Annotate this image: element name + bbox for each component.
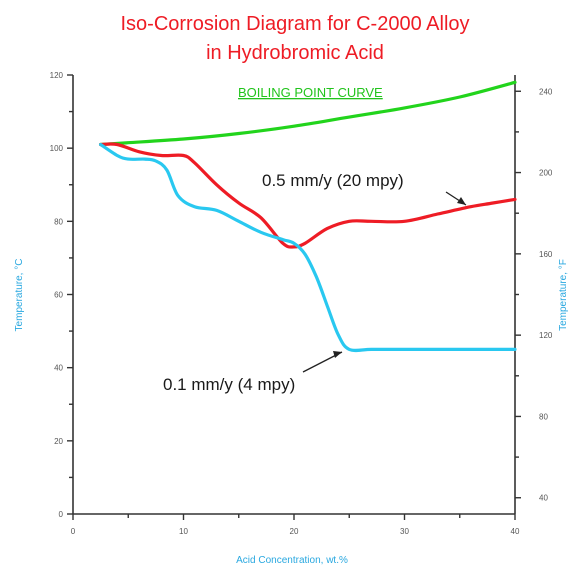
corrosion-curve-0-5mm — [99, 142, 517, 249]
y-right-tick-label: 40 — [539, 494, 548, 503]
y-axis-right-title: Temperature, °F — [558, 259, 569, 331]
series-label-0-1: 0.1 mm/y (4 mpy) — [163, 375, 295, 394]
y-left-tick-label: 80 — [54, 217, 63, 226]
chart-title-line-1: Iso-Corrosion Diagram for C-2000 Alloy — [120, 13, 469, 35]
x-tick-label: 0 — [71, 527, 76, 536]
x-tick-label: 10 — [179, 527, 188, 536]
chart-title-line-2: in Hydrobromic Acid — [206, 42, 384, 64]
y-right-tick-label: 200 — [539, 169, 553, 178]
y-axis-left-title: Temperature, °C — [14, 259, 25, 332]
x-tick-label: 40 — [511, 527, 520, 536]
y-right-tick-label: 160 — [539, 250, 553, 259]
boiling-point-curve — [99, 80, 517, 147]
x-axis-title: Acid Concentration, wt.% — [236, 555, 348, 566]
x-tick-label: 30 — [400, 527, 409, 536]
y-left-tick-label: 120 — [50, 71, 64, 80]
y-left-tick-label: 100 — [50, 144, 64, 153]
y-right-tick-label: 80 — [539, 412, 548, 421]
boiling-point-label: BOILING POINT CURVE — [238, 85, 383, 100]
corrosion-curve-0-1mm — [99, 142, 517, 353]
y-left-tick-label: 0 — [59, 510, 64, 519]
y-right-tick-label: 120 — [539, 331, 553, 340]
series-label-0-5: 0.5 mm/y (20 mpy) — [262, 171, 404, 190]
y-left-tick-label: 40 — [54, 364, 63, 373]
y-right-tick-label: 240 — [539, 87, 553, 96]
curves-layer — [99, 80, 517, 353]
series-label-0-1-arrowhead — [333, 351, 342, 358]
y-left-tick-label: 20 — [54, 437, 63, 446]
ticks-layer: 0 10 20 30 40 0 20 40 60 80 100 120 40 80 120 160 200 240 — [50, 71, 553, 536]
x-tick-label: 20 — [290, 527, 299, 536]
series-label-0-5-arrowhead — [457, 197, 466, 205]
y-left-tick-label: 60 — [54, 291, 63, 300]
